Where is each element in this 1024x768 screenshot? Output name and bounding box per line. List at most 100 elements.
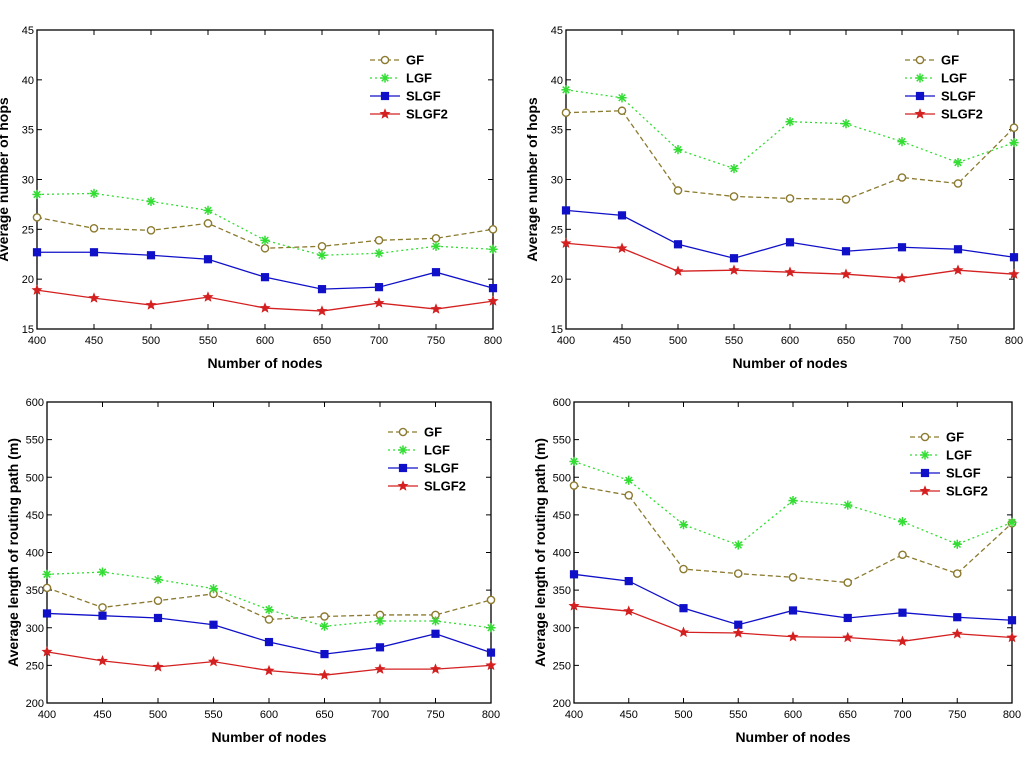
data-point-lgf (561, 85, 571, 95)
data-point-lgf (678, 520, 689, 530)
data-point-gf (153, 596, 163, 605)
series-line-lgf (565, 89, 1015, 170)
data-point-slgf2 (672, 265, 684, 276)
data-point-slgf (260, 273, 270, 282)
series-lgf (42, 567, 496, 633)
y-tick-label: 40 (22, 75, 34, 87)
y-tick-label: 25 (551, 224, 563, 236)
data-point-lgf (42, 569, 52, 579)
data-point-slgf (673, 240, 683, 249)
data-point-lgf (952, 539, 962, 549)
data-point-slgf2 (784, 266, 796, 277)
x-axis-title: Number of nodes (735, 729, 850, 745)
y-tick-label: 20 (551, 274, 563, 286)
data-point-slgf2 (623, 605, 635, 616)
data-point-gf (320, 612, 329, 621)
data-point-slgf (89, 248, 99, 257)
legend-entry-gf: GF (370, 53, 424, 68)
legend-label: GF (406, 53, 424, 68)
y-tick-label: 35 (22, 125, 34, 137)
legend-label: SLGF2 (941, 107, 983, 122)
legend-label: SLGF2 (424, 479, 466, 494)
data-point-slgf2 (207, 655, 220, 667)
legend-entry-slgf2: SLGF2 (905, 107, 983, 122)
x-tick-label: 600 (260, 709, 278, 721)
data-point-gf (488, 225, 498, 234)
data-point-slgf2 (568, 600, 580, 611)
series-line-slgf (573, 573, 1013, 626)
data-point-slgf (32, 248, 42, 257)
x-tick-label: 750 (949, 335, 967, 347)
y-tick-label: 15 (551, 324, 563, 336)
series-slgf2 (31, 284, 499, 316)
data-point-lgf (203, 205, 213, 215)
data-point-gf (788, 573, 798, 582)
data-point-slgf (953, 613, 962, 622)
x-tick-label: 650 (315, 709, 333, 721)
data-point-slgf (375, 643, 385, 652)
data-point-gf (431, 234, 441, 243)
data-point-slgf (203, 255, 213, 264)
y-tick-label: 600 (553, 397, 571, 409)
x-tick-label: 450 (85, 335, 103, 347)
data-point-slgf2 (31, 284, 43, 295)
data-point-lgf (317, 250, 327, 260)
data-point-lgf (32, 189, 42, 200)
data-point-slgf2 (951, 627, 963, 639)
y-tick-label: 200 (26, 698, 44, 710)
legend-entry-slgf: SLGF (905, 89, 976, 104)
data-point-slgf (153, 613, 163, 623)
data-point-slgf (431, 268, 441, 277)
legend-label: LGF (941, 71, 967, 86)
data-point-lgf (788, 495, 798, 506)
y-tick-label: 450 (553, 510, 571, 522)
data-point-slgf2 (616, 242, 628, 253)
legend-marker (920, 468, 930, 478)
legend-label: SLGF2 (946, 484, 988, 499)
y-tick-label: 450 (26, 510, 44, 522)
x-tick-label: 550 (204, 709, 222, 721)
data-point-gf (203, 219, 213, 228)
legend-entry-gf: GF (910, 430, 964, 445)
x-tick-label: 750 (427, 335, 445, 347)
data-point-slgf2 (373, 297, 385, 308)
data-point-gf (42, 583, 52, 593)
data-point-slgf2 (728, 264, 740, 275)
data-point-lgf (89, 188, 99, 199)
series-slgf (569, 570, 1017, 629)
x-tick-label: 550 (729, 709, 747, 721)
legend-label: SLGF (406, 89, 441, 104)
data-point-slgf (561, 206, 571, 215)
data-point-lgf (375, 616, 385, 626)
data-point-lgf (785, 117, 795, 127)
x-tick-label: 550 (199, 335, 217, 347)
x-tick-label: 800 (484, 335, 502, 347)
y-axis-title: Average length of routing path (m) (532, 438, 548, 667)
y-tick-label: 30 (551, 175, 563, 187)
data-point-slgf2 (842, 631, 854, 643)
legend-label: LGF (424, 443, 450, 458)
y-tick-label: 45 (22, 25, 34, 37)
data-point-slgf (679, 604, 688, 613)
data-point-slgf2 (487, 295, 499, 306)
data-point-lgf (97, 567, 108, 577)
data-point-gf (898, 550, 907, 560)
data-point-slgf2 (952, 264, 964, 275)
y-tick-label: 45 (551, 25, 563, 37)
data-point-slgf (569, 570, 579, 579)
data-point-slgf (320, 649, 329, 659)
series-slgf (32, 248, 498, 294)
data-point-gf (561, 108, 571, 118)
x-tick-label: 500 (669, 335, 687, 347)
legend-label: SLGF (424, 461, 459, 476)
series-lgf (569, 456, 1017, 550)
y-tick-label: 250 (553, 660, 571, 672)
data-point-slgf2 (896, 272, 908, 283)
data-point-slgf2 (1006, 631, 1018, 643)
data-point-slgf (785, 238, 795, 247)
x-tick-label: 750 (948, 709, 966, 721)
series-line-slgf (37, 251, 494, 290)
y-axis-title: Average number of hops (524, 97, 540, 262)
y-tick-label: 300 (553, 623, 571, 635)
data-point-slgf2 (430, 303, 442, 314)
